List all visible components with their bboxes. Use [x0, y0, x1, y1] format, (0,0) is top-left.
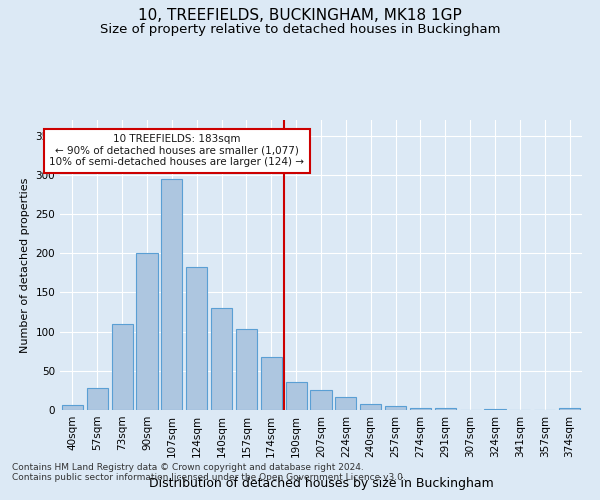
- Text: Distribution of detached houses by size in Buckingham: Distribution of detached houses by size …: [149, 477, 493, 490]
- Text: 10 TREEFIELDS: 183sqm
← 90% of detached houses are smaller (1,077)
10% of semi-d: 10 TREEFIELDS: 183sqm ← 90% of detached …: [49, 134, 304, 168]
- Bar: [236, 330, 257, 410]
- Bar: [161, 179, 182, 410]
- Bar: [62, 406, 83, 410]
- Bar: [335, 398, 356, 410]
- Bar: [385, 406, 406, 410]
- Bar: [261, 358, 282, 410]
- Text: Size of property relative to detached houses in Buckingham: Size of property relative to detached ho…: [100, 22, 500, 36]
- Y-axis label: Number of detached properties: Number of detached properties: [20, 178, 30, 352]
- Text: Contains public sector information licensed under the Open Government Licence v3: Contains public sector information licen…: [12, 474, 406, 482]
- Bar: [211, 308, 232, 410]
- Bar: [136, 253, 158, 410]
- Bar: [559, 408, 580, 410]
- Text: Contains HM Land Registry data © Crown copyright and database right 2024.: Contains HM Land Registry data © Crown c…: [12, 464, 364, 472]
- Bar: [186, 268, 207, 410]
- Bar: [286, 382, 307, 410]
- Bar: [360, 404, 381, 410]
- Bar: [410, 408, 431, 410]
- Bar: [435, 408, 456, 410]
- Bar: [484, 409, 506, 410]
- Text: 10, TREEFIELDS, BUCKINGHAM, MK18 1GP: 10, TREEFIELDS, BUCKINGHAM, MK18 1GP: [138, 8, 462, 22]
- Bar: [87, 388, 108, 410]
- Bar: [112, 324, 133, 410]
- Bar: [310, 390, 332, 410]
